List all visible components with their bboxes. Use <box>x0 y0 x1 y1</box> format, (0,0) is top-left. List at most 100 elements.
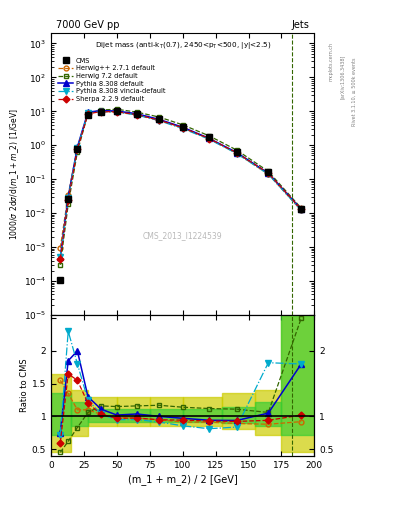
Pythia 8.308 vincia-default <box>299 207 304 214</box>
Herwig 7.2 default <box>180 122 185 128</box>
CMS <box>58 276 62 283</box>
Bar <box>222 393 255 430</box>
Text: Jets: Jets <box>291 20 309 30</box>
Pythia 8.308 default <box>180 124 185 131</box>
Herwig++ 2.7.1 default <box>86 110 90 116</box>
Herwig++ 2.7.1 default <box>207 136 211 142</box>
Text: CMS_2013_I1224539: CMS_2013_I1224539 <box>143 231 222 241</box>
CMS <box>115 108 119 114</box>
Text: Dijet mass (anti-k$_\mathrm{T}$(0.7), 2450<p$_\mathrm{T}$<500, |y|<2.5): Dijet mass (anti-k$_\mathrm{T}$(0.7), 24… <box>95 40 271 51</box>
Pythia 8.308 default <box>58 254 62 260</box>
CMS <box>234 148 239 155</box>
Herwig++ 2.7.1 default <box>58 245 62 251</box>
Y-axis label: $1000/\sigma\ 2\mathrm{d}\sigma/\mathrm{d}(m\_1 + m\_2)\ [1/\mathrm{GeV}]$: $1000/\sigma\ 2\mathrm{d}\sigma/\mathrm{… <box>8 108 21 240</box>
Text: Rivet 3.1.10, ≥ 500k events: Rivet 3.1.10, ≥ 500k events <box>352 58 357 126</box>
Herwig 7.2 default <box>75 148 80 155</box>
Pythia 8.308 default <box>99 108 103 114</box>
Pythia 8.308 vincia-default <box>115 109 119 115</box>
Legend: CMS, Herwig++ 2.7.1 default, Herwig 7.2 default, Pythia 8.308 default, Pythia 8.: CMS, Herwig++ 2.7.1 default, Herwig 7.2 … <box>57 56 167 103</box>
Sherpa 2.2.9 default <box>75 146 80 152</box>
Herwig++ 2.7.1 default <box>180 125 185 131</box>
Line: Herwig++ 2.7.1 default: Herwig++ 2.7.1 default <box>58 109 304 250</box>
Bar <box>150 409 183 421</box>
CMS <box>99 109 103 115</box>
Bar <box>71 402 88 426</box>
Herwig++ 2.7.1 default <box>299 207 304 214</box>
Pythia 8.308 default <box>266 170 271 176</box>
Bar <box>51 374 71 453</box>
Sherpa 2.2.9 default <box>58 255 62 262</box>
Bar <box>117 409 150 421</box>
Herwig++ 2.7.1 default <box>75 144 80 151</box>
Herwig 7.2 default <box>134 109 139 115</box>
Herwig 7.2 default <box>115 106 119 112</box>
Sherpa 2.2.9 default <box>115 109 119 115</box>
Bar <box>255 402 281 426</box>
Herwig++ 2.7.1 default <box>99 109 103 115</box>
Line: Pythia 8.308 default: Pythia 8.308 default <box>57 108 304 260</box>
CMS <box>66 196 71 202</box>
Pythia 8.308 vincia-default <box>234 151 239 157</box>
Pythia 8.308 vincia-default <box>75 144 80 151</box>
Line: Herwig 7.2 default: Herwig 7.2 default <box>58 107 304 267</box>
CMS <box>299 206 304 212</box>
Herwig++ 2.7.1 default <box>134 112 139 118</box>
Herwig 7.2 default <box>58 262 62 268</box>
Pythia 8.308 vincia-default <box>157 118 162 124</box>
CMS <box>157 116 162 122</box>
X-axis label: (m_1 + m_2) / 2 [GeV]: (m_1 + m_2) / 2 [GeV] <box>128 474 238 485</box>
Text: 7000 GeV pp: 7000 GeV pp <box>56 20 120 30</box>
Bar <box>222 407 255 423</box>
CMS <box>86 112 90 118</box>
Pythia 8.308 default <box>86 109 90 115</box>
Pythia 8.308 vincia-default <box>180 125 185 132</box>
Pythia 8.308 default <box>115 108 119 114</box>
Sherpa 2.2.9 default <box>134 112 139 118</box>
Line: Sherpa 2.2.9 default: Sherpa 2.2.9 default <box>58 109 304 261</box>
Sherpa 2.2.9 default <box>266 170 271 176</box>
Pythia 8.308 default <box>75 144 80 150</box>
Herwig 7.2 default <box>86 111 90 117</box>
Herwig++ 2.7.1 default <box>234 150 239 156</box>
Herwig 7.2 default <box>66 201 71 207</box>
Herwig 7.2 default <box>99 107 103 113</box>
Bar <box>183 409 222 421</box>
Pythia 8.308 default <box>207 135 211 141</box>
Pythia 8.308 default <box>299 206 304 212</box>
CMS <box>134 111 139 117</box>
Bar <box>281 315 314 435</box>
Pythia 8.308 vincia-default <box>58 254 62 260</box>
Bar <box>183 397 222 426</box>
Herwig 7.2 default <box>207 133 211 139</box>
Herwig 7.2 default <box>157 114 162 120</box>
Text: mcplots.cern.ch: mcplots.cern.ch <box>328 42 333 81</box>
Pythia 8.308 default <box>234 150 239 156</box>
Line: Pythia 8.308 vincia-default: Pythia 8.308 vincia-default <box>57 109 304 260</box>
Bar <box>71 390 88 436</box>
Pythia 8.308 default <box>134 111 139 117</box>
Herwig++ 2.7.1 default <box>115 109 119 115</box>
Pythia 8.308 vincia-default <box>86 110 90 116</box>
Bar <box>255 390 281 435</box>
Line: CMS: CMS <box>57 109 304 282</box>
Sherpa 2.2.9 default <box>86 111 90 117</box>
Y-axis label: Ratio to CMS: Ratio to CMS <box>20 358 29 412</box>
Sherpa 2.2.9 default <box>157 117 162 123</box>
CMS <box>180 124 185 130</box>
Herwig++ 2.7.1 default <box>157 117 162 123</box>
Sherpa 2.2.9 default <box>299 206 304 212</box>
Herwig 7.2 default <box>266 168 271 175</box>
Sherpa 2.2.9 default <box>234 150 239 156</box>
Bar <box>117 397 150 426</box>
Herwig++ 2.7.1 default <box>266 171 271 177</box>
CMS <box>75 146 80 152</box>
Herwig 7.2 default <box>234 147 239 153</box>
Bar <box>88 397 117 426</box>
Pythia 8.308 vincia-default <box>66 195 71 201</box>
Sherpa 2.2.9 default <box>66 197 71 203</box>
Text: [arXiv:1306.3438]: [arXiv:1306.3438] <box>340 55 345 99</box>
Pythia 8.308 default <box>66 194 71 200</box>
Herwig++ 2.7.1 default <box>66 191 71 198</box>
Herwig 7.2 default <box>299 205 304 211</box>
Bar <box>51 393 71 435</box>
